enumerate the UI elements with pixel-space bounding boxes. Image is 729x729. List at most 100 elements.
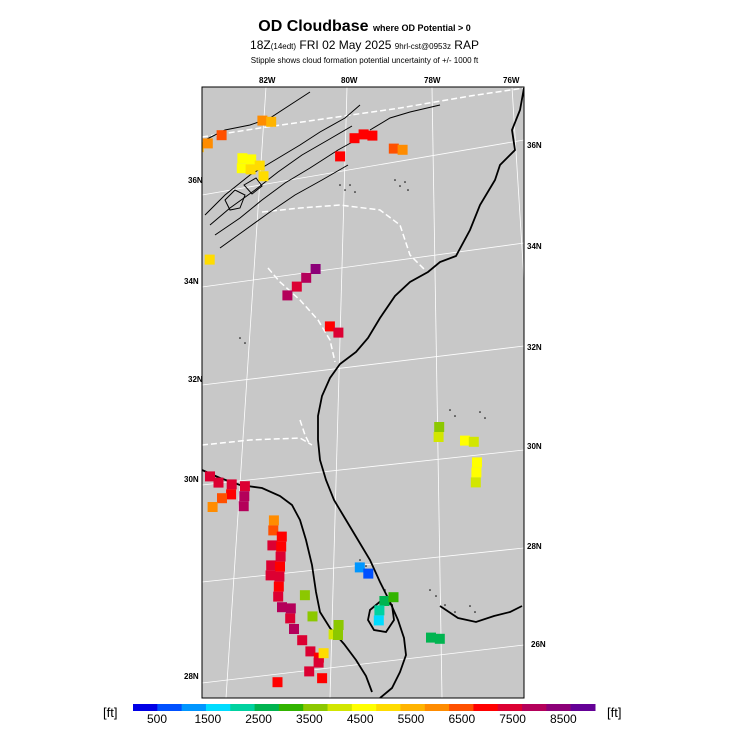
cloudbase-cell xyxy=(388,143,399,154)
cloudbase-cell xyxy=(297,635,308,646)
cloudbase-cell xyxy=(374,605,385,616)
colorbar-swatch xyxy=(157,704,183,711)
colorbar-tick-label: 6500 xyxy=(448,712,476,726)
cloudbase-cell xyxy=(226,489,237,500)
colorbar-swatch xyxy=(133,704,158,711)
cloudbase-cell xyxy=(433,432,444,442)
cloudbase-cell xyxy=(217,493,227,504)
cloudbase-cell xyxy=(254,160,265,171)
colorbar-swatch xyxy=(278,704,304,711)
map-title: OD Cloudbase where OD Potential > 0 xyxy=(0,18,729,36)
cloudbase-cell xyxy=(204,254,215,265)
cloudbase-cell xyxy=(181,206,191,216)
cloudbase-cell xyxy=(434,633,445,644)
cloudbase-cell xyxy=(333,620,344,630)
state-borders xyxy=(202,87,524,446)
cloudbase-cell xyxy=(163,214,173,224)
cloudbase-cell xyxy=(358,129,369,140)
cloudbase-cell xyxy=(317,673,328,684)
cloudbase-cell xyxy=(275,551,286,562)
cloudbase-cell xyxy=(265,570,276,581)
cloudbase-cell xyxy=(266,116,277,127)
cloudbase-cell xyxy=(266,560,277,571)
colorbar-swatch xyxy=(546,704,572,711)
cloudbase-cell xyxy=(189,217,199,227)
valid-date: FRI 02 May 2025 xyxy=(299,38,392,52)
colorbar-swatch xyxy=(205,704,231,711)
cloudbase-cell xyxy=(239,491,250,502)
cloudbase-cell xyxy=(471,467,482,478)
cloudbase-cell xyxy=(354,562,365,573)
cloudbase-cell xyxy=(273,581,284,592)
cloudbase-cell xyxy=(213,477,224,488)
cloudbase-cell xyxy=(268,525,279,536)
cloudbase-cell xyxy=(301,272,312,283)
cloudbase-cell xyxy=(349,133,360,144)
cloudbase-cell xyxy=(367,130,378,141)
cloudbase-cell xyxy=(276,541,287,552)
forecast-info: 9hrl-cst@0953z xyxy=(394,42,451,51)
title-main: OD Cloudbase xyxy=(258,18,369,35)
cloudbase-cell xyxy=(434,422,445,432)
cloudbase-cell xyxy=(185,141,195,151)
cloudbase-cell xyxy=(324,321,335,332)
cloudbase-cell xyxy=(333,630,343,640)
cloudbase-cell xyxy=(257,115,268,126)
cloudbase-cell xyxy=(285,613,296,624)
cloudbase-cell xyxy=(245,164,256,175)
elevation-contours xyxy=(204,91,441,249)
right-lat-label: 32N xyxy=(527,343,542,352)
colorbar-tick-label: 4500 xyxy=(346,712,374,726)
colorbar xyxy=(133,704,596,711)
cloudbase-cell xyxy=(318,648,329,659)
top-lon-label: 82W xyxy=(259,76,276,85)
colorbar-unit-left: [ft] xyxy=(103,705,118,720)
cloudbase-cell xyxy=(379,596,390,606)
cloudbase-cell xyxy=(470,477,481,488)
top-lon-label: 78W xyxy=(424,76,441,85)
cloudbase-cell xyxy=(226,479,237,490)
valid-hour: 18Z xyxy=(250,38,271,52)
colorbar-tick-label: 5500 xyxy=(397,712,425,726)
colorbar-swatch xyxy=(449,704,474,711)
cloudbase-cell xyxy=(397,144,408,155)
map-border xyxy=(201,86,525,699)
cloudbase-cell xyxy=(289,624,299,634)
colorbar-tick-label: 1500 xyxy=(194,712,222,726)
colorbar-tick-label: 8500 xyxy=(550,712,577,726)
valid-edt: (14edt) xyxy=(270,42,297,51)
cloudbase-cell xyxy=(299,590,310,601)
colorbar-swatch xyxy=(376,704,401,711)
cloudbase-cell xyxy=(275,561,285,572)
left-lat-label: 30N xyxy=(184,475,199,484)
cloudbase-cell xyxy=(276,531,287,542)
title-condition: where OD Potential > 0 xyxy=(372,23,471,33)
cloudbase-cells xyxy=(163,115,482,688)
cloudbase-cell xyxy=(238,501,249,512)
cloudbase-cell xyxy=(239,481,250,492)
cloudbase-cell xyxy=(205,471,215,482)
valid-time-line: 18Z(14edt) FRI 02 May 2025 9hrl-cst@0953… xyxy=(0,38,729,52)
cloudbase-cell xyxy=(335,151,346,162)
colorbar-swatch xyxy=(303,704,329,711)
cloudbase-cell xyxy=(272,677,283,688)
model-name: RAP xyxy=(454,38,479,52)
left-lat-label: 32N xyxy=(188,375,203,384)
cloudbase-cell xyxy=(307,611,318,622)
cloudbase-cell xyxy=(267,540,278,551)
left-lat-label: 28N xyxy=(184,672,199,681)
colorbar-swatch xyxy=(327,704,353,711)
colorbar-swatch xyxy=(400,704,426,711)
cloudbase-cell xyxy=(282,290,293,301)
cloudbase-cell xyxy=(313,657,324,668)
cloudbase-cell xyxy=(236,163,247,174)
cloudbase-cell xyxy=(207,502,218,512)
cloudbase-cell xyxy=(285,603,296,614)
colorbar-swatch xyxy=(497,704,523,711)
cloudbase-cell xyxy=(305,646,316,657)
cloudbase-cell xyxy=(388,592,399,603)
cloudbase-cell xyxy=(304,666,315,677)
cloudbase-cell xyxy=(468,436,479,447)
right-lat-label: 36N xyxy=(527,141,542,150)
